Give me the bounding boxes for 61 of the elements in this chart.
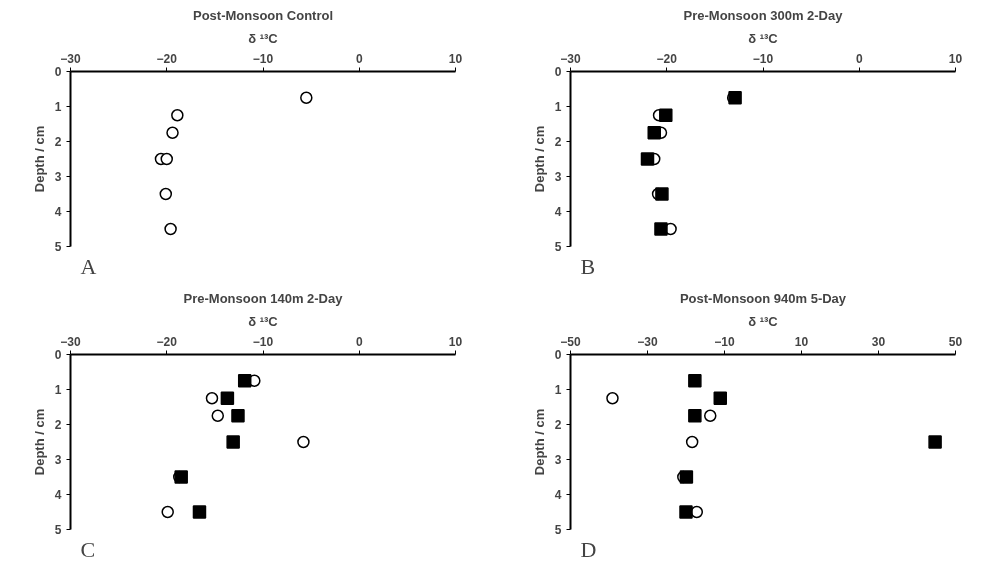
x-axis-title: δ ¹³C xyxy=(248,313,279,329)
y-tick-label: 3 xyxy=(54,453,62,467)
x-tick-label: 0 xyxy=(355,334,363,349)
y-tick-label: 5 xyxy=(54,240,62,254)
y-tick-label: 5 xyxy=(554,240,562,254)
y-tick-label: 4 xyxy=(554,205,562,219)
x-tick-label: −10 xyxy=(252,51,274,66)
y-tick-label: 1 xyxy=(54,383,62,397)
x-tick-label: −50 xyxy=(560,334,581,349)
y-tick-label: 4 xyxy=(54,205,62,219)
y-axis-title: Depth / cm xyxy=(531,408,547,476)
x-tick-label: −10 xyxy=(714,334,735,349)
y-axis-title: Depth / cm xyxy=(531,125,547,193)
y-tick-label: 0 xyxy=(554,65,562,79)
chart-title: Pre-Monsoon 140m 2-Day xyxy=(183,290,344,306)
x-tick-label: 10 xyxy=(448,334,463,349)
x-axis-title: δ ¹³C xyxy=(748,313,779,329)
text: D xyxy=(580,536,597,562)
x-tick-label: 0 xyxy=(855,51,863,66)
y-tick-label: 0 xyxy=(54,65,62,79)
y-tick-label: 5 xyxy=(54,523,62,537)
x-tick-label: −20 xyxy=(656,51,678,66)
y-axis-title: Depth / cm xyxy=(31,408,47,476)
y-tick-label: 1 xyxy=(554,383,562,397)
x-tick-label: 50 xyxy=(948,334,963,349)
x-tick-label: −20 xyxy=(156,334,178,349)
x-tick-label: 0 xyxy=(355,51,363,66)
x-tick-label: −30 xyxy=(60,51,81,66)
x-tick-label: −30 xyxy=(637,334,658,349)
x-axis-title: δ ¹³C xyxy=(748,30,779,46)
y-tick-label: 3 xyxy=(554,170,562,184)
y-tick-label: 0 xyxy=(554,348,562,362)
y-tick-label: 2 xyxy=(54,418,62,432)
x-tick-label: −20 xyxy=(156,51,178,66)
x-tick-label: −30 xyxy=(60,334,81,349)
y-tick-label: 1 xyxy=(554,100,562,114)
y-tick-label: 5 xyxy=(554,523,562,537)
text: B xyxy=(580,253,596,279)
y-tick-label: 4 xyxy=(554,488,562,502)
y-tick-label: 2 xyxy=(554,135,562,149)
y-tick-label: 4 xyxy=(54,488,62,502)
x-tick-label: 10 xyxy=(448,51,463,66)
x-tick-label: 10 xyxy=(794,334,809,349)
x-tick-label: −30 xyxy=(560,51,581,66)
y-axis-title: Depth / cm xyxy=(31,125,47,193)
x-tick-label: −10 xyxy=(752,51,774,66)
x-tick-label: 30 xyxy=(871,334,886,349)
y-tick-label: 3 xyxy=(54,170,62,184)
chart-title: Post-Monsoon 940m 5-Day xyxy=(679,290,847,306)
chart-title: Pre-Monsoon 300m 2-Day xyxy=(683,7,844,23)
x-axis-title: δ ¹³C xyxy=(248,30,279,46)
y-tick-label: 0 xyxy=(54,348,62,362)
y-tick-label: 2 xyxy=(554,418,562,432)
y-tick-label: 2 xyxy=(54,135,62,149)
chart-title: Post-Monsoon Control xyxy=(192,7,334,23)
x-tick-label: 10 xyxy=(948,51,963,66)
x-tick-label: −10 xyxy=(252,334,274,349)
text: C xyxy=(80,536,96,562)
y-tick-label: 3 xyxy=(554,453,562,467)
text: A xyxy=(80,253,97,279)
y-tick-label: 1 xyxy=(54,100,62,114)
